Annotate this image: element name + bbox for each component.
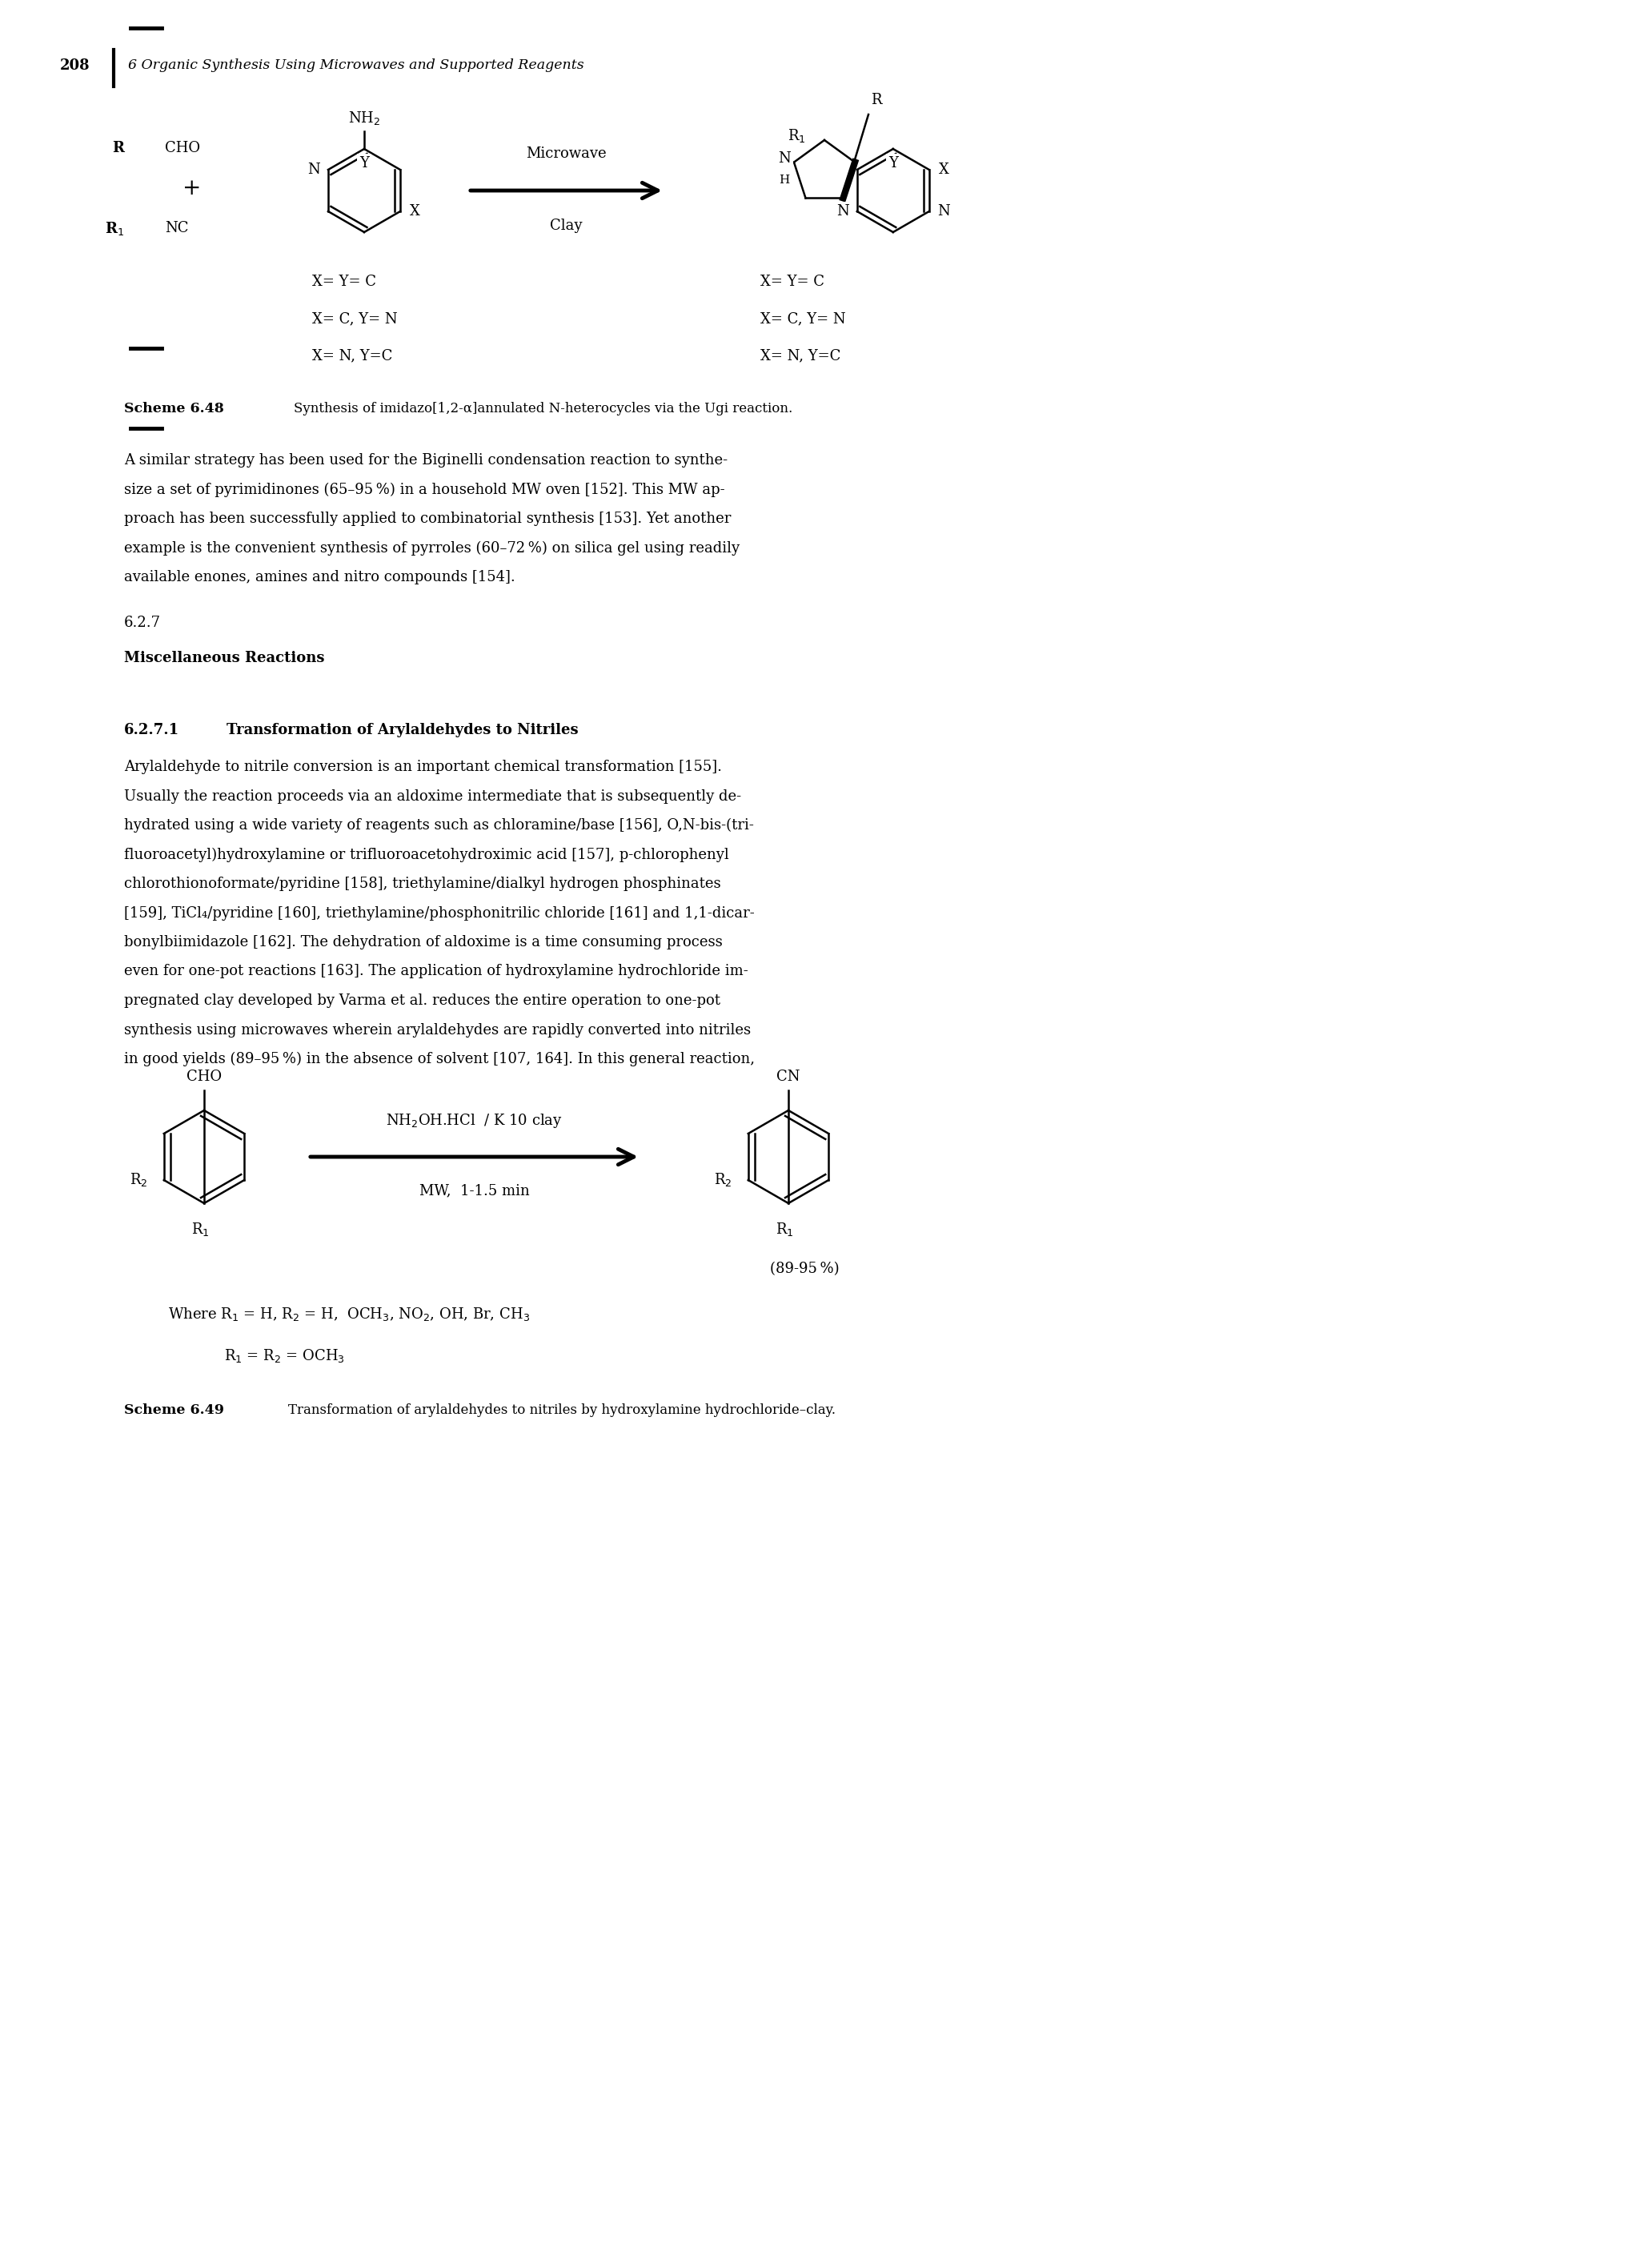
Text: X= Y= C: X= Y= C — [760, 274, 824, 288]
Text: pregnated clay developed by Varma et al. reduces the entire operation to one-pot: pregnated clay developed by Varma et al.… — [124, 993, 720, 1007]
Text: R$_2$: R$_2$ — [713, 1173, 731, 1188]
Text: N: N — [938, 204, 949, 218]
Text: Miscellaneous Reactions: Miscellaneous Reactions — [124, 651, 324, 665]
Text: R$_1$: R$_1$ — [775, 1220, 793, 1238]
Text: NH$_2$OH.HCl  / K 10 clay: NH$_2$OH.HCl / K 10 clay — [386, 1111, 563, 1129]
Text: R$_2$: R$_2$ — [129, 1173, 147, 1188]
Text: Y: Y — [889, 156, 897, 170]
Text: Usually the reaction proceeds via an aldoxime intermediate that is subsequently : Usually the reaction proceeds via an ald… — [124, 789, 741, 803]
Text: A similar strategy has been used for the Biginelli condensation reaction to synt: A similar strategy has been used for the… — [124, 454, 728, 467]
Text: chlorothionoformate/pyridine [158], triethylamine/dialkyl hydrogen phosphinates: chlorothionoformate/pyridine [158], trie… — [124, 878, 721, 891]
Text: X: X — [938, 163, 949, 177]
Text: R: R — [871, 93, 882, 107]
Text: R: R — [112, 141, 124, 154]
Text: Synthesis of imidazo[1,2-α]annulated N-heterocycles via the Ugi reaction.: Synthesis of imidazo[1,2-α]annulated N-h… — [293, 401, 793, 415]
Text: CHO: CHO — [187, 1070, 221, 1084]
Text: Scheme 6.49: Scheme 6.49 — [124, 1404, 225, 1418]
Text: NC: NC — [164, 220, 189, 236]
Text: bonylbiimidazole [162]. The dehydration of aldoxime is a time consuming process: bonylbiimidazole [162]. The dehydration … — [124, 934, 723, 950]
Text: R$_1$ = R$_2$ = OCH$_3$: R$_1$ = R$_2$ = OCH$_3$ — [225, 1347, 345, 1363]
Text: R$_1$: R$_1$ — [190, 1220, 208, 1238]
Text: hydrated using a wide variety of reagents such as chloramine/base [156], O,N-bis: hydrated using a wide variety of reagent… — [124, 819, 754, 832]
Text: Transformation of arylaldehydes to nitriles by hydroxylamine hydrochloride–clay.: Transformation of arylaldehydes to nitri… — [288, 1404, 835, 1418]
Text: X= C, Y= N: X= C, Y= N — [760, 311, 845, 327]
Text: 6.2.7: 6.2.7 — [124, 615, 161, 631]
Text: X= N, Y=C: X= N, Y=C — [760, 349, 840, 363]
Text: +: + — [182, 177, 202, 200]
Text: proach has been successfully applied to combinatorial synthesis [153]. Yet anoth: proach has been successfully applied to … — [124, 513, 731, 526]
Text: X= C, Y= N: X= C, Y= N — [313, 311, 397, 327]
Text: X= N, Y=C: X= N, Y=C — [313, 349, 392, 363]
Text: Y: Y — [360, 156, 370, 170]
Text: N: N — [308, 163, 321, 177]
Text: (89-95 %): (89-95 %) — [770, 1261, 838, 1277]
Text: 6.2.7.1: 6.2.7.1 — [124, 723, 179, 737]
Text: [159], TiCl₄/pyridine [160], triethylamine/phosphonitrilic chloride [161] and 1,: [159], TiCl₄/pyridine [160], triethylami… — [124, 905, 754, 921]
Text: synthesis using microwaves wherein arylaldehydes are rapidly converted into nitr: synthesis using microwaves wherein aryla… — [124, 1023, 751, 1036]
Text: X= Y= C: X= Y= C — [313, 274, 376, 288]
Text: N: N — [837, 204, 848, 218]
Text: Arylaldehyde to nitrile conversion is an important chemical transformation [155]: Arylaldehyde to nitrile conversion is an… — [124, 760, 721, 773]
Text: NH$_2$: NH$_2$ — [348, 111, 381, 127]
Text: Clay: Clay — [550, 218, 583, 234]
Text: X: X — [410, 204, 420, 218]
Text: H: H — [780, 175, 790, 186]
Text: 6 Organic Synthesis Using Microwaves and Supported Reagents: 6 Organic Synthesis Using Microwaves and… — [129, 59, 584, 73]
Text: Where R$_1$ = H, R$_2$ = H,  OCH$_3$, NO$_2$, OH, Br, CH$_3$: Where R$_1$ = H, R$_2$ = H, OCH$_3$, NO$… — [168, 1306, 529, 1322]
Text: example is the convenient synthesis of pyrroles (60–72 %) on silica gel using re: example is the convenient synthesis of p… — [124, 540, 739, 556]
Text: fluoroacetyl)hydroxylamine or trifluoroacetohydroximic acid [157], p-chloropheny: fluoroacetyl)hydroxylamine or trifluoroa… — [124, 848, 729, 862]
Text: size a set of pyrimidinones (65–95 %) in a household MW oven [152]. This MW ap-: size a set of pyrimidinones (65–95 %) in… — [124, 483, 724, 497]
Text: Scheme 6.48: Scheme 6.48 — [124, 401, 225, 415]
Text: Transformation of Arylaldehydes to Nitriles: Transformation of Arylaldehydes to Nitri… — [226, 723, 578, 737]
Text: Microwave: Microwave — [526, 147, 607, 161]
Text: N: N — [778, 152, 791, 166]
Text: CHO: CHO — [164, 141, 200, 154]
Text: in good yields (89–95 %) in the absence of solvent [107, 164]. In this general r: in good yields (89–95 %) in the absence … — [124, 1052, 755, 1066]
Text: R$_1$: R$_1$ — [788, 127, 806, 145]
Text: available enones, amines and nitro compounds [154].: available enones, amines and nitro compo… — [124, 569, 514, 585]
Text: CN: CN — [777, 1070, 801, 1084]
Text: R$_1$: R$_1$ — [104, 220, 124, 236]
Text: MW,  1-1.5 min: MW, 1-1.5 min — [418, 1184, 529, 1198]
Text: even for one-pot reactions [163]. The application of hydroxylamine hydrochloride: even for one-pot reactions [163]. The ap… — [124, 964, 749, 980]
Text: 208: 208 — [60, 59, 90, 73]
